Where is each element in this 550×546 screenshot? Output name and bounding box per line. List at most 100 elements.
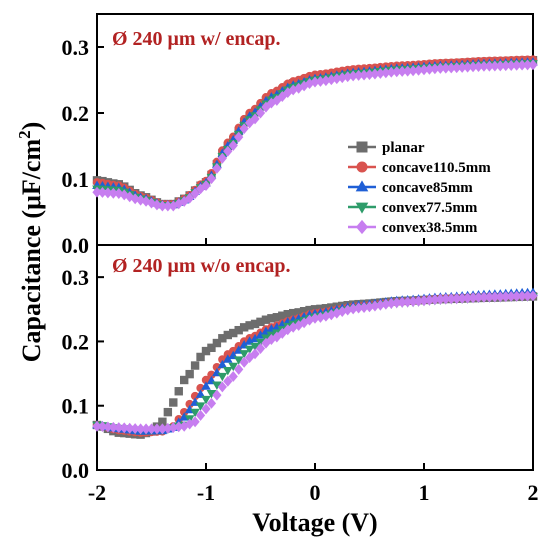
data-point [125, 191, 135, 203]
data-point [392, 66, 402, 78]
data-point [386, 297, 396, 309]
data-point [522, 59, 533, 71]
data-point [452, 62, 462, 74]
data-point [201, 346, 211, 356]
data-point [217, 359, 228, 369]
data-point [348, 303, 358, 315]
data-point [468, 292, 478, 304]
x-tick-label: 0 [310, 480, 321, 505]
y-tick-label: 0.1 [62, 167, 90, 192]
data-point [152, 199, 162, 211]
x-axis-title: Voltage (V) [252, 508, 377, 537]
data-point [239, 350, 249, 359]
data-point [359, 69, 369, 81]
data-point [473, 292, 484, 303]
data-point [196, 352, 205, 362]
data-point [190, 361, 200, 370]
data-point [353, 302, 364, 314]
data-point [103, 187, 113, 199]
data-point [206, 173, 217, 185]
data-point [381, 67, 391, 79]
data-point [239, 356, 249, 368]
legend: planar concave110.5mm concave85mm convex77.… [348, 140, 491, 236]
data-point [484, 60, 495, 72]
data-point [135, 194, 146, 206]
data-point [217, 381, 227, 393]
data-point [441, 62, 451, 74]
data-point [484, 291, 495, 303]
data-point [310, 312, 320, 324]
data-point [244, 336, 255, 345]
data-point [375, 67, 386, 79]
data-point [206, 397, 217, 409]
data-point [321, 75, 331, 87]
data-point [255, 338, 266, 348]
data-point [212, 381, 222, 390]
y-axis-title-sup: 2 [15, 130, 34, 139]
data-point [304, 78, 315, 90]
data-point [185, 399, 194, 409]
data-point [190, 416, 200, 428]
data-point [403, 65, 413, 77]
data-point [239, 123, 249, 135]
data-point [473, 61, 484, 73]
y-tick-label: 0.2 [62, 101, 90, 126]
data-point [392, 297, 402, 309]
legend-marker [355, 180, 369, 192]
data-point [294, 82, 304, 94]
data-point [446, 62, 456, 74]
data-point [103, 421, 113, 433]
y-axis-title: Capacitance (μF/cm2) [15, 122, 46, 363]
data-point [244, 345, 255, 355]
data-point [157, 423, 168, 435]
legend-label: convex38.5mm [382, 220, 478, 236]
data-point [239, 323, 249, 332]
data-point [468, 61, 478, 73]
data-point [222, 354, 233, 363]
top-panel-ticks: 0.0 0.1 0.2 0.3 [62, 35, 104, 258]
data-point [195, 409, 206, 421]
data-point [272, 313, 282, 322]
data-point [201, 180, 211, 192]
x-tick-label: -1 [197, 480, 215, 505]
data-point [207, 370, 216, 379]
data-point [222, 366, 233, 376]
data-point [299, 307, 309, 316]
data-point [97, 187, 108, 198]
legend-marker [356, 141, 368, 153]
data-point [370, 68, 380, 80]
data-point [234, 363, 244, 375]
data-point [506, 290, 516, 302]
data-point [277, 91, 287, 102]
data-point [266, 97, 277, 109]
data-point [430, 63, 440, 75]
data-point [146, 197, 157, 209]
data-point [201, 395, 211, 405]
data-point [190, 391, 200, 401]
data-point [108, 421, 118, 433]
data-point [92, 420, 102, 432]
legend-entry: concave85mm [348, 180, 473, 196]
legend-marker [355, 219, 369, 235]
data-point [332, 73, 342, 85]
data-point [528, 290, 538, 302]
y-axis-title-close: ) [17, 122, 46, 131]
legend-marker [355, 202, 369, 214]
data-point [228, 370, 238, 382]
data-point [413, 64, 424, 76]
x-tick-label: 2 [528, 480, 539, 505]
data-point [195, 183, 206, 195]
data-point [403, 296, 413, 308]
data-point [130, 423, 140, 435]
data-point [114, 422, 124, 434]
data-point [332, 307, 342, 319]
data-point [386, 66, 396, 78]
data-point [195, 389, 206, 398]
data-point [180, 407, 189, 417]
data-point [424, 294, 435, 306]
data-point [462, 292, 473, 304]
data-point [413, 295, 424, 307]
data-point [201, 381, 211, 390]
data-point [146, 423, 157, 435]
data-point [261, 315, 271, 324]
